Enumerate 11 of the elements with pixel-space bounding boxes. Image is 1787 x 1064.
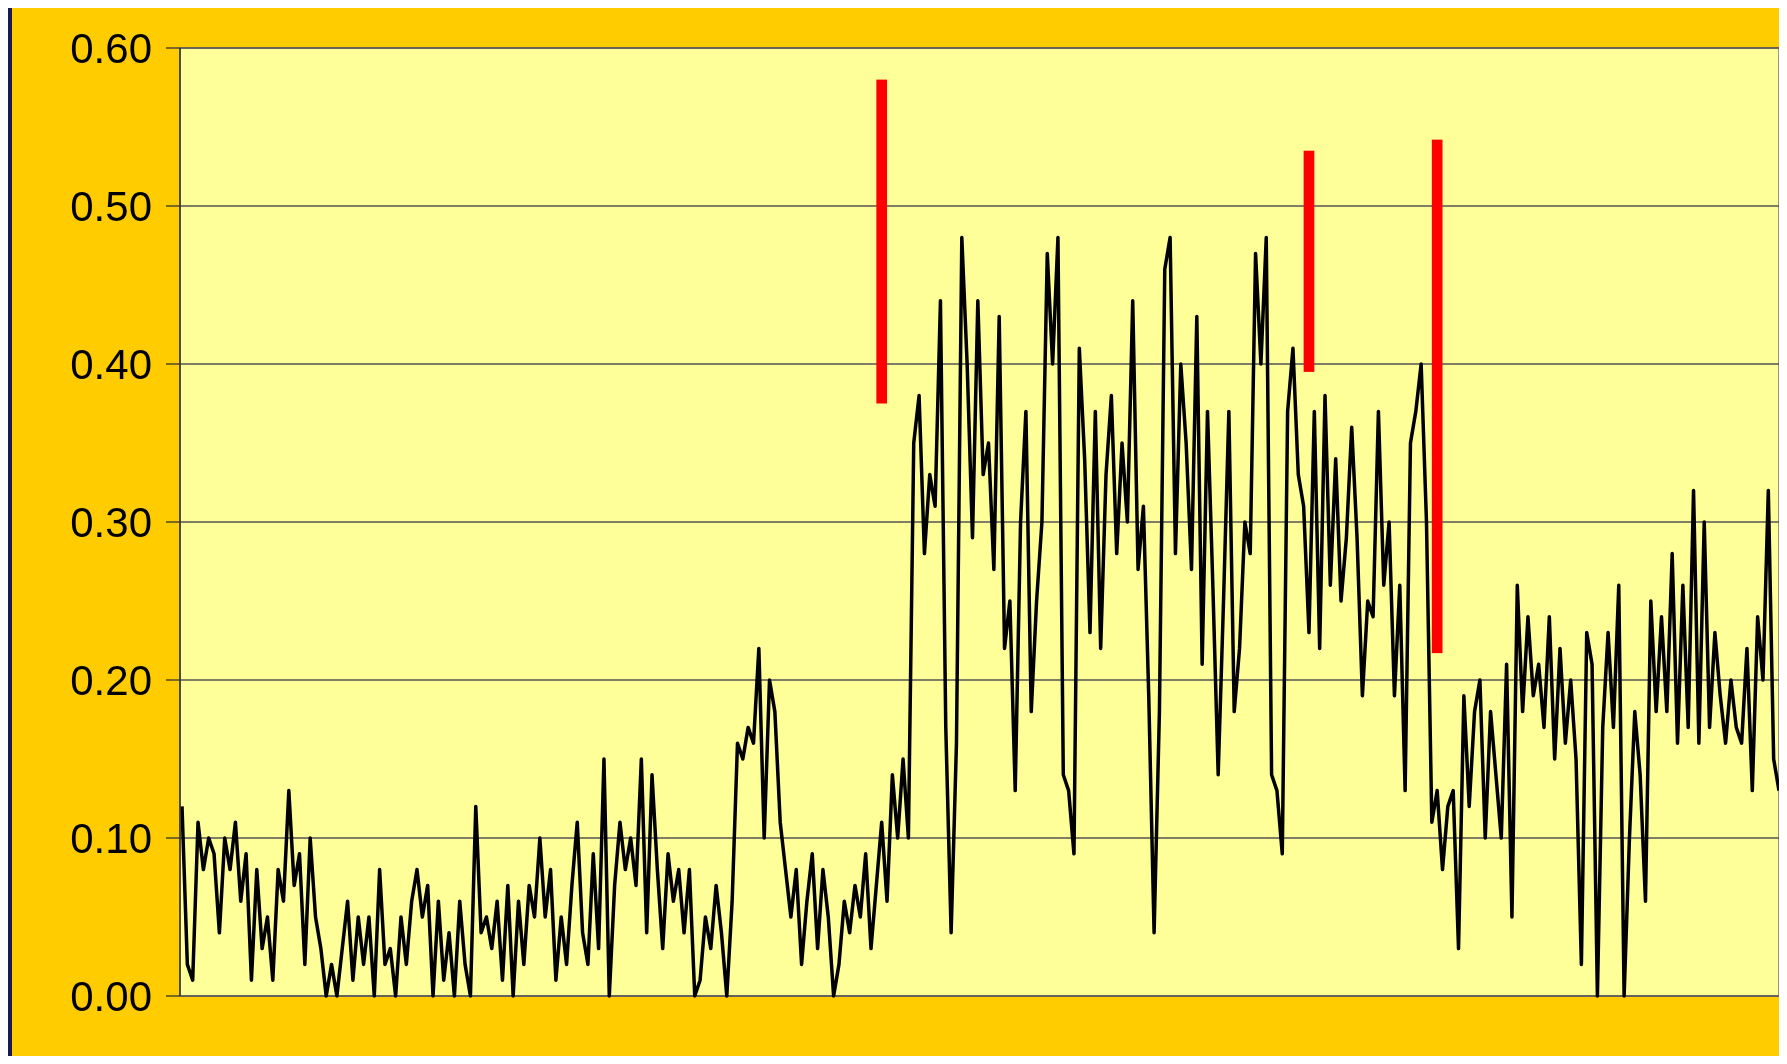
- bar: [1303, 150, 1315, 372]
- y-tick-label: 0.00: [70, 972, 152, 1020]
- y-tick-label: 0.60: [70, 24, 152, 72]
- bar: [876, 79, 888, 404]
- y-tick-label: 0.50: [70, 182, 152, 230]
- bar: [1431, 139, 1443, 654]
- y-tick-label: 0.10: [70, 814, 152, 862]
- y-tick-label: 0.30: [70, 498, 152, 546]
- line-series: [180, 235, 1779, 998]
- y-tick-label: 0.40: [70, 340, 152, 388]
- y-tick-label: 0.20: [70, 656, 152, 704]
